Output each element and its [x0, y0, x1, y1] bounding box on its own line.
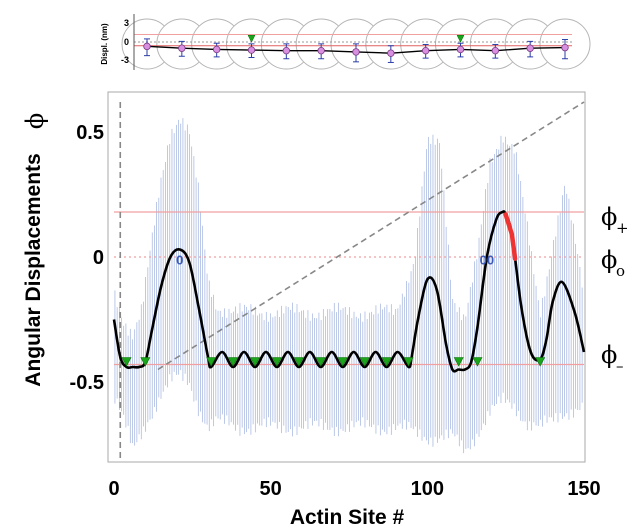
inset-green-marker — [247, 35, 256, 43]
phi-plus-label: ϕ + — [601, 203, 629, 237]
inset-data-point — [178, 44, 186, 52]
fluctuation-envelope — [114, 118, 583, 454]
inset-data-point — [491, 46, 500, 55]
y-tick-label: 0 — [93, 247, 104, 269]
inset-data-point — [456, 45, 465, 54]
y-axis-title-symbol: ϕ — [21, 113, 49, 129]
tick-labels: 0 50 100 150 0.5 0 -0.5 — [70, 122, 601, 500]
green-triangle-marker — [403, 357, 414, 367]
phi-plus-subscript: + — [616, 219, 629, 237]
green-triangle-marker — [472, 357, 483, 367]
phi-o-label: ϕ o — [601, 246, 625, 280]
y-axis-title: Angular Displacements — [22, 153, 45, 386]
green-triangle-marker — [271, 357, 282, 367]
inset-tick-label-neg3: -3 — [121, 55, 129, 65]
inset-y-axis-title: Displ. (nm) — [100, 23, 109, 65]
y-tick-label: -0.5 — [70, 372, 104, 394]
dashed-guides — [119, 101, 585, 462]
x-tick-label: 150 — [567, 478, 600, 500]
x-tick-label: 50 — [260, 478, 282, 500]
x-tick-label: 0 — [108, 478, 119, 500]
inset-data-point — [387, 49, 395, 57]
green-triangle-marker — [140, 357, 151, 367]
x-tick-label: 100 — [411, 478, 444, 500]
inset-green-marker — [456, 35, 465, 43]
phi-minus-subscript: – — [616, 357, 624, 375]
dashed-guide-1 — [157, 101, 585, 371]
phi-o-subscript: o — [616, 262, 625, 280]
inset-data-point — [143, 42, 151, 51]
y-tick-label: 0.5 — [76, 122, 104, 144]
inset-data-point — [247, 46, 256, 54]
green-triangle-marker — [121, 357, 132, 367]
annotation-label: 00 — [480, 253, 494, 268]
phi-minus-label: ϕ – — [601, 341, 624, 375]
green-triangle-marker — [206, 357, 217, 367]
green-triangle-marker — [315, 357, 326, 367]
x-axis-title: Actin Site # — [290, 506, 405, 529]
mean-curve-layer — [112, 210, 586, 373]
inset-tick-label-3: 3 — [124, 18, 129, 28]
plot-frame — [107, 91, 586, 463]
inset-reference-lines — [133, 14, 572, 70]
inset-panel: 3 0 -3 Displ. (nm) — [100, 14, 591, 70]
green-triangle-marker — [359, 357, 370, 367]
inset-data-point — [282, 46, 291, 55]
green-triangle-marker — [293, 357, 304, 367]
green-triangle-marker — [250, 357, 260, 367]
inset-tick-label-0: 0 — [124, 37, 129, 47]
green-triangle-marker — [453, 357, 464, 367]
annotations: 0 00 — [176, 253, 494, 268]
inset-ticks: 3 0 -3 — [121, 18, 129, 65]
inset-series — [143, 35, 569, 63]
inset-data-point — [561, 43, 569, 52]
phi-plus-symbol: ϕ — [601, 203, 617, 231]
phi-o-symbol: ϕ — [601, 246, 617, 274]
green-triangle-marker — [381, 357, 392, 367]
markers — [121, 357, 546, 367]
inset-data-point — [526, 44, 534, 52]
inset-data-point — [212, 45, 221, 54]
highlight-segment — [503, 212, 518, 261]
annotation-label: 0 — [176, 253, 183, 268]
inset-data-point — [317, 46, 325, 55]
phi-minus-symbol: ϕ — [601, 341, 617, 369]
green-triangle-marker — [228, 357, 239, 367]
inset-data-point — [421, 46, 430, 55]
inset-data-point — [352, 48, 360, 56]
green-triangle-marker — [535, 357, 546, 367]
green-triangle-marker — [337, 357, 348, 367]
